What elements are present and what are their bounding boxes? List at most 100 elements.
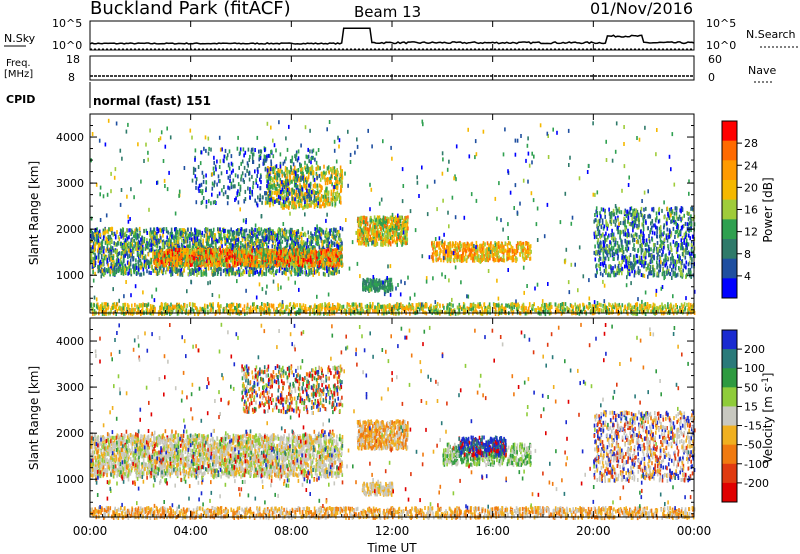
data-cell	[258, 254, 260, 258]
data-cell	[276, 182, 279, 187]
data-cell	[192, 239, 195, 244]
data-cell	[276, 251, 278, 256]
data-cell	[101, 271, 103, 275]
data-cell	[165, 229, 168, 234]
data-cell	[192, 166, 195, 171]
data-cell	[245, 243, 248, 248]
data-cell	[230, 238, 232, 243]
data-cell	[220, 230, 222, 235]
data-cell	[306, 245, 309, 250]
data-cell	[299, 233, 302, 238]
data-cell	[297, 266, 299, 271]
data-cell	[328, 231, 331, 236]
data-cell	[249, 235, 251, 240]
data-cell	[230, 245, 232, 250]
data-cell	[107, 235, 109, 239]
data-cell	[180, 247, 182, 252]
data-cell	[135, 241, 138, 246]
data-cell	[283, 194, 286, 199]
data-cell	[266, 258, 269, 263]
data-cell	[130, 238, 132, 243]
data-cell	[218, 238, 220, 243]
data-cell	[294, 201, 296, 206]
data-cell	[309, 149, 311, 154]
data-cell	[228, 272, 231, 277]
data-cell	[158, 228, 160, 233]
data-cell	[341, 254, 343, 259]
nsky-label: N.Sky	[4, 32, 36, 45]
data-cell	[187, 272, 190, 277]
data-cell	[308, 193, 311, 198]
data-cell	[289, 232, 291, 237]
data-cell	[112, 272, 114, 277]
data-cell	[280, 249, 282, 254]
data-cell	[259, 269, 262, 274]
data-cell	[186, 251, 188, 256]
data-cell	[166, 261, 168, 266]
data-cell	[202, 272, 204, 276]
data-cell	[337, 257, 340, 262]
data-cell	[162, 242, 165, 247]
data-cell	[205, 227, 207, 232]
data-cell	[230, 185, 233, 190]
data-cell	[217, 262, 219, 267]
data-cell	[313, 177, 316, 182]
data-cell	[311, 164, 313, 169]
data-cell	[224, 148, 227, 153]
data-cell	[92, 256, 94, 261]
data-cell	[92, 267, 94, 272]
data-cell	[198, 244, 201, 249]
data-cell	[198, 267, 200, 272]
data-cell	[292, 190, 295, 195]
data-cell	[304, 261, 307, 266]
data-cell	[297, 259, 299, 264]
data-cell	[306, 170, 308, 175]
data-cell	[244, 244, 247, 249]
data-cell	[291, 238, 294, 243]
data-cell	[127, 265, 130, 270]
data-cell	[303, 258, 305, 262]
data-cell	[214, 235, 216, 240]
data-cell	[101, 268, 104, 273]
data-cell	[113, 241, 115, 246]
data-cell	[268, 266, 271, 271]
data-cell	[276, 186, 278, 191]
data-cell	[308, 235, 310, 240]
data-cell	[181, 233, 183, 238]
data-cell	[101, 253, 103, 258]
data-cell	[137, 263, 140, 268]
data-cell	[200, 256, 203, 260]
data-cell	[191, 232, 194, 237]
data-cell	[230, 257, 232, 262]
data-cell	[192, 256, 195, 261]
data-cell	[117, 258, 120, 263]
data-cell	[296, 269, 298, 273]
data-cell	[298, 260, 301, 265]
data-cell	[197, 232, 200, 237]
data-cell	[222, 192, 225, 197]
data-cell	[318, 229, 320, 234]
data-cell	[228, 255, 231, 260]
data-cell	[126, 260, 129, 265]
data-cell	[175, 235, 178, 240]
data-cell	[221, 237, 223, 242]
data-cell	[319, 264, 321, 269]
data-cell	[264, 155, 266, 160]
data-cell	[228, 268, 231, 273]
data-cell	[197, 229, 199, 234]
data-cell	[139, 272, 141, 277]
data-cell	[114, 272, 116, 277]
data-cell	[217, 265, 219, 270]
data-cell	[271, 244, 274, 249]
data-cell	[95, 231, 97, 236]
data-cell	[320, 171, 323, 176]
data-cell	[252, 267, 254, 272]
data-cell	[301, 197, 303, 202]
data-cell	[256, 174, 258, 178]
data-cell	[214, 267, 216, 272]
data-cell	[132, 249, 135, 254]
data-cell	[341, 244, 343, 249]
data-cell	[176, 269, 178, 274]
data-cell	[155, 244, 158, 249]
data-cell	[229, 174, 231, 179]
